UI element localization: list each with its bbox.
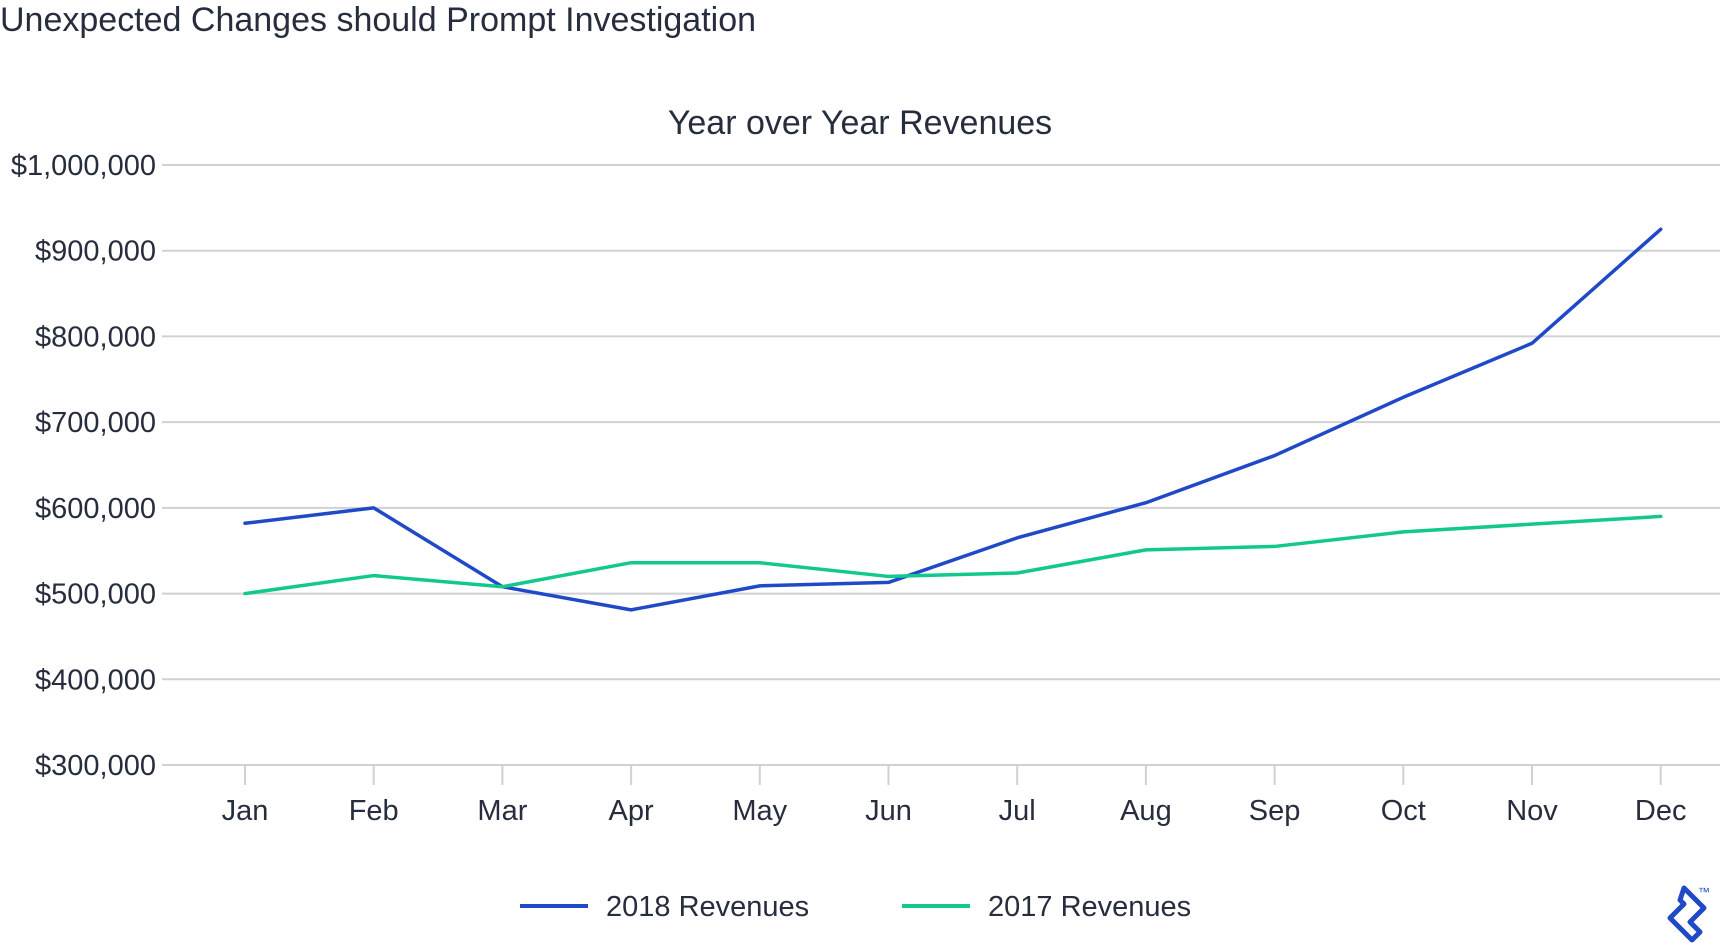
y-axis: $300,000 $400,000 $500,000 $600,000 $700,000…: [11, 150, 156, 782]
y-tick-label: $300,000: [35, 750, 156, 782]
y-tick-label: $700,000: [35, 407, 156, 439]
x-tick-label: Dec: [1635, 795, 1687, 827]
x-tick-label: Jun: [865, 795, 912, 827]
x-tick-label: Jul: [999, 795, 1036, 827]
x-axis: Jan Feb Mar Apr May Jun Jul Aug Sep Oct Nov Dec: [222, 765, 1687, 827]
chart-title: Year over Year Revenues: [668, 104, 1052, 142]
x-tick-label: Feb: [349, 795, 399, 827]
x-tick-label: Nov: [1506, 795, 1558, 827]
x-tick-label: Apr: [609, 795, 654, 827]
y-tick-label: $1,000,000: [11, 150, 156, 182]
x-tick-label: May: [732, 795, 787, 827]
toptal-logo-icon: ™: [1667, 885, 1710, 943]
x-tick-label: Jan: [222, 795, 269, 827]
y-tick-label: $600,000: [35, 493, 156, 525]
gridlines: [162, 164, 1720, 766]
y-tick-label: $900,000: [35, 236, 156, 268]
legend-label: 2018 Revenues: [606, 891, 809, 923]
x-tick-label: Sep: [1249, 795, 1301, 827]
series-line: [243, 514, 1663, 596]
legend: 2018 Revenues 2017 Revenues: [520, 891, 1191, 923]
x-tick-label: Mar: [477, 795, 527, 827]
trademark-symbol: ™: [1698, 885, 1710, 899]
y-tick-label: $500,000: [35, 579, 156, 611]
y-tick-label: $800,000: [35, 321, 156, 353]
y-tick-label: $400,000: [35, 664, 156, 696]
series-line: [243, 227, 1663, 612]
x-tick-label: Aug: [1120, 795, 1172, 827]
series-lines: [243, 227, 1663, 612]
page-heading: Unexpected Changes should Prompt Investi…: [0, 1, 757, 39]
legend-label: 2017 Revenues: [988, 891, 1191, 923]
x-tick-label: Oct: [1381, 795, 1426, 827]
